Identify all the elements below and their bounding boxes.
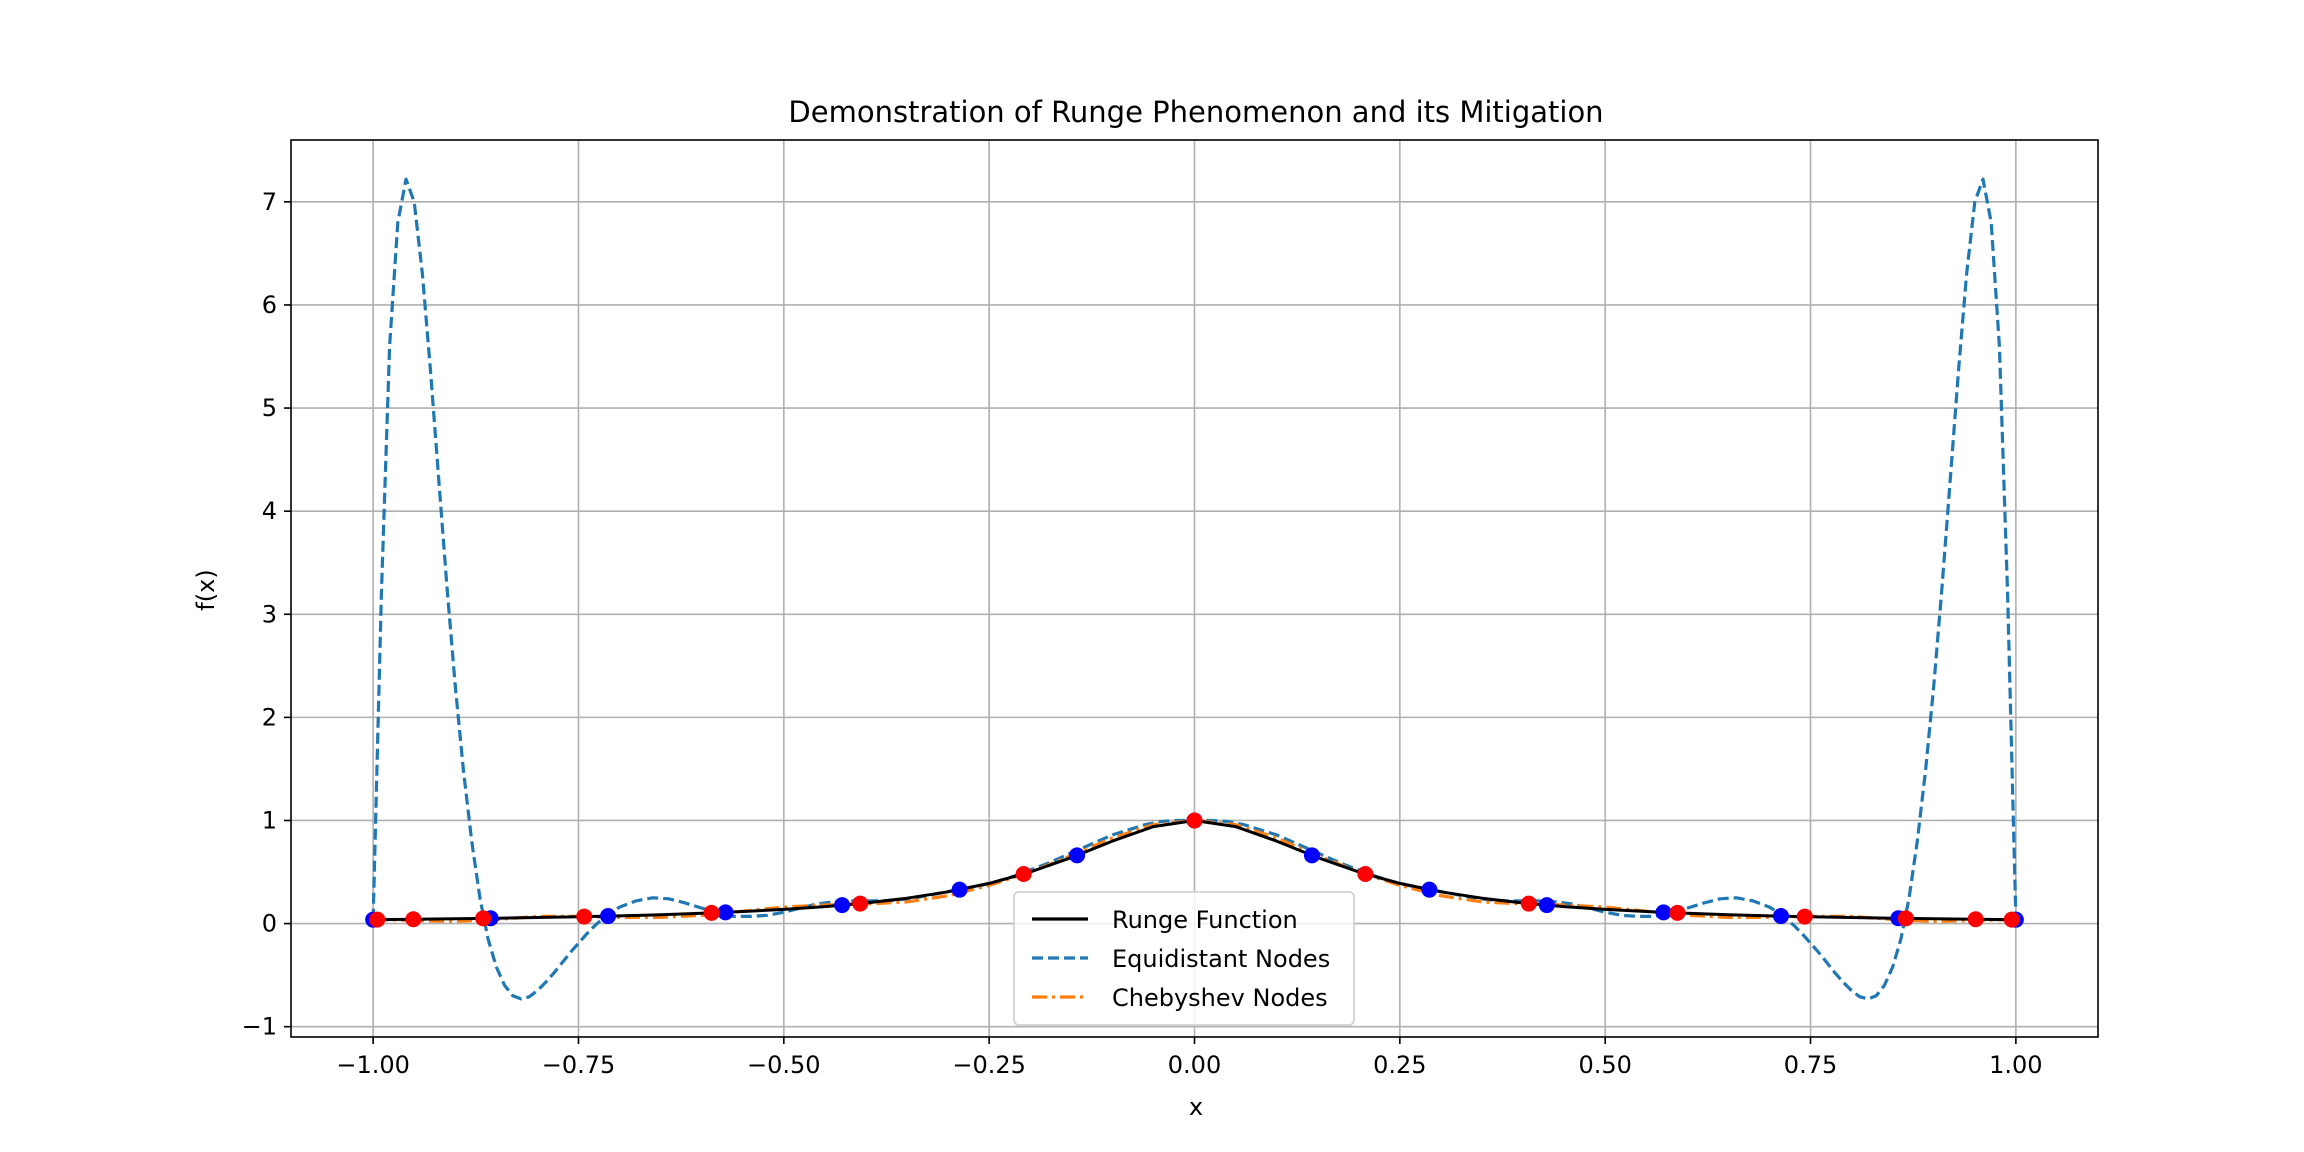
equidistant-nodes-points-marker <box>1303 847 1320 864</box>
y-axis-label: f(x) <box>192 569 220 610</box>
legend: Runge Function Equidistant Nodes Chebyshev… <box>1013 891 1355 1026</box>
chebyshev-nodes-points-marker <box>852 895 869 912</box>
x-tick-label: 0.00 <box>1168 1051 1221 1079</box>
x-axis-label: x <box>1189 1093 1203 1121</box>
y-tick-label: 2 <box>262 703 277 731</box>
legend-label-equidistant-nodes: Equidistant Nodes <box>1112 945 1330 973</box>
y-axis-ticks: −1 0 1 2 3 4 5 6 7 <box>242 188 291 1041</box>
chebyshev-nodes-line <box>373 818 2016 924</box>
x-tick-label: 1.00 <box>1989 1051 2042 1079</box>
chebyshev-nodes-points-marker <box>1015 865 1032 882</box>
y-tick-label: 7 <box>262 188 277 216</box>
plot-area <box>365 177 2024 1001</box>
chebyshev-nodes-points-marker <box>475 910 492 927</box>
equidistant-nodes-points-marker <box>717 904 734 921</box>
chebyshev-nodes-points-marker <box>1186 812 1203 829</box>
equidistant-nodes-points-marker <box>951 881 968 898</box>
chebyshev-nodes-points-marker <box>405 911 422 928</box>
chebyshev-nodes-points-marker <box>703 904 720 921</box>
chart-title: Demonstration of Runge Phenomenon and it… <box>788 95 1603 129</box>
chebyshev-nodes-points-marker <box>1897 910 1914 927</box>
y-tick-label: 0 <box>262 910 277 938</box>
x-tick-label: 0.50 <box>1578 1051 1631 1079</box>
chebyshev-nodes-points-marker <box>576 908 593 925</box>
y-tick-label: 1 <box>262 806 277 834</box>
equidistant-nodes-points-marker <box>1772 908 1789 925</box>
equidistant-nodes-points-marker <box>1421 881 1438 898</box>
chebyshev-nodes-points-marker <box>369 911 386 928</box>
x-axis-ticks: −1.00 −0.75 −0.50 −0.25 0.00 0.25 0.50 0.75 1.00 <box>336 1037 2043 1079</box>
x-tick-label: −0.50 <box>747 1051 821 1079</box>
chebyshev-nodes-points-marker <box>1520 895 1537 912</box>
equidistant-nodes-points-marker <box>1655 904 1672 921</box>
equidistant-nodes-points-marker <box>834 897 851 914</box>
x-tick-label: 0.75 <box>1784 1051 1837 1079</box>
x-tick-label: 0.25 <box>1373 1051 1426 1079</box>
y-tick-label: 4 <box>262 497 277 525</box>
equidistant-nodes-points-marker <box>600 908 617 925</box>
y-tick-label: 5 <box>262 394 277 422</box>
x-tick-label: −1.00 <box>336 1051 410 1079</box>
chebyshev-nodes-points-marker <box>1669 904 1686 921</box>
x-tick-label: −0.25 <box>952 1051 1026 1079</box>
legend-label-chebyshev-nodes: Chebyshev Nodes <box>1112 984 1328 1012</box>
y-tick-label: −1 <box>242 1013 277 1041</box>
legend-label-runge-function: Runge Function <box>1112 906 1298 934</box>
chebyshev-nodes-points-marker <box>1796 908 1813 925</box>
equidistant-nodes-points-marker <box>1069 847 1086 864</box>
chebyshev-nodes-points-marker <box>1357 865 1374 882</box>
y-tick-label: 3 <box>262 600 277 628</box>
legend-box <box>1013 891 1355 1026</box>
chebyshev-nodes-points-marker <box>1967 911 1984 928</box>
chebyshev-nodes-points-marker <box>2003 911 2020 928</box>
x-tick-label: −0.75 <box>542 1051 616 1079</box>
y-tick-label: 6 <box>262 291 277 319</box>
equidistant-nodes-points-marker <box>1538 897 1555 914</box>
